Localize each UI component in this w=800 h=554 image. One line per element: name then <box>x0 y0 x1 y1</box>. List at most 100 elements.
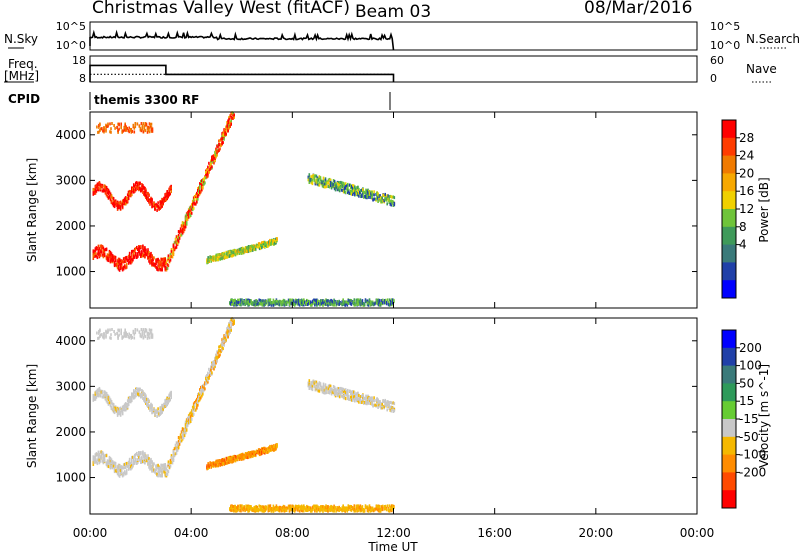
velocity-cell <box>231 322 233 326</box>
power-cell <box>109 198 112 202</box>
power-cell <box>354 185 356 189</box>
velocity-cell <box>260 506 263 510</box>
velocity-cell <box>142 396 144 400</box>
velocity-cell <box>344 397 347 400</box>
power-cell <box>130 130 133 134</box>
power-cell <box>141 124 144 128</box>
velocity-cell <box>294 506 297 510</box>
velocity-cell <box>188 421 191 425</box>
velocity-cell <box>181 430 184 434</box>
velocity-cell <box>258 504 260 508</box>
power-cell <box>163 259 165 263</box>
velocity-cell <box>126 399 129 403</box>
power-cell <box>152 262 154 266</box>
velocity-cell <box>253 506 255 510</box>
velocity-cell <box>175 441 178 445</box>
power-cell <box>355 191 357 194</box>
power-cell <box>152 204 154 208</box>
power-cell <box>171 251 174 255</box>
power-cell <box>114 126 116 130</box>
power-cell <box>353 191 355 195</box>
power-cell <box>337 302 339 306</box>
velocity-cell <box>219 459 222 463</box>
velocity-cell <box>368 400 370 404</box>
power-cell <box>338 181 341 185</box>
power-cell <box>328 185 331 189</box>
velocity-cell <box>328 389 331 393</box>
power-cell <box>157 205 159 209</box>
power-cell <box>130 259 132 263</box>
power-cell <box>263 243 265 247</box>
velocity-cell <box>151 468 153 472</box>
power-cell <box>273 239 275 242</box>
velocity-cell <box>119 413 122 417</box>
velocity-cell <box>390 409 393 413</box>
power-cell <box>263 303 266 307</box>
velocity-cell <box>268 508 271 512</box>
power-cell <box>250 247 253 251</box>
power-cell <box>131 193 133 197</box>
power-cell <box>259 302 262 306</box>
power-cell <box>164 199 166 202</box>
power-cell <box>222 256 225 260</box>
power-cell <box>146 253 148 257</box>
velocity-cell <box>108 461 111 465</box>
velocity-cell <box>196 403 198 407</box>
velocity-cell <box>153 462 155 466</box>
power-cell <box>311 174 314 178</box>
velocity-cell <box>238 507 240 510</box>
nsearch-tick-bottom: 10^0 <box>710 39 740 52</box>
power-cell <box>207 260 209 264</box>
power-cell <box>134 189 136 193</box>
velocity-cell <box>216 459 219 463</box>
power-cell <box>147 256 149 260</box>
velocity-cell <box>130 465 132 469</box>
power-cell <box>166 263 169 267</box>
velocity-cell <box>182 427 185 431</box>
power-cell <box>357 302 360 306</box>
velocity-cell <box>165 467 168 471</box>
power-cell <box>105 248 108 252</box>
power-cell <box>369 300 372 304</box>
velocity-cell <box>229 320 231 324</box>
power-cell <box>184 217 187 221</box>
velocity-cell <box>208 376 210 380</box>
velocity-cell <box>349 389 351 393</box>
velocity-cell <box>114 461 117 465</box>
velocity-cell <box>341 394 344 398</box>
power-cell <box>319 176 322 180</box>
velocity-cell <box>168 397 170 401</box>
power-cell <box>164 267 167 271</box>
velocity-cell <box>312 382 315 386</box>
velocity-cell <box>104 397 107 401</box>
power-cell <box>282 302 285 306</box>
power-cell <box>297 298 300 302</box>
velocity-cell <box>237 504 239 508</box>
velocity-cell <box>331 505 333 509</box>
power-cell <box>110 199 113 203</box>
power-cell <box>215 147 217 151</box>
velocity-cell <box>164 399 166 402</box>
velocity-cell <box>97 456 100 460</box>
power-cell <box>100 244 103 248</box>
velocity-cell <box>128 397 131 401</box>
power-cell <box>128 255 131 259</box>
power-cell <box>135 188 137 192</box>
velocity-cell <box>347 394 349 398</box>
power-cell <box>258 302 260 306</box>
power-cell <box>139 252 141 256</box>
velocity-cell <box>272 445 274 449</box>
power-cell <box>150 200 152 204</box>
velocity-cell <box>130 461 132 465</box>
power-cell <box>353 189 355 193</box>
velocity-cell <box>158 469 160 472</box>
power-cell <box>368 196 370 199</box>
power-cell <box>154 263 156 267</box>
power-cell <box>352 300 355 304</box>
velocity-cell <box>164 473 167 477</box>
velocity-cell <box>106 461 109 465</box>
velocity-cell <box>110 464 113 468</box>
power-cell <box>99 253 102 257</box>
velocity-cell <box>207 462 209 466</box>
power-cell <box>130 190 132 194</box>
